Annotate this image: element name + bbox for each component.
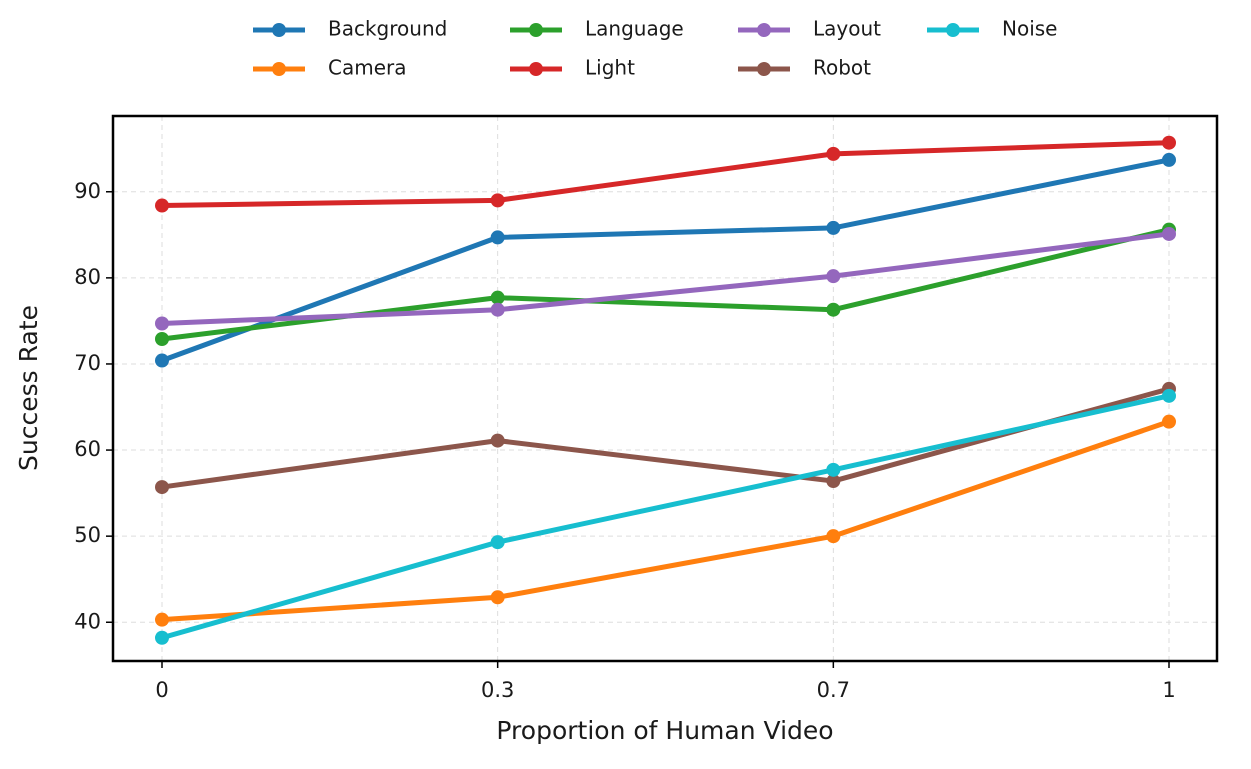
legend-text: Background <box>328 17 447 41</box>
y-axis-label: Success Rate <box>14 305 43 471</box>
series-line <box>161 140 1170 209</box>
y-tick-label: 50 <box>74 523 101 547</box>
data-point <box>155 331 169 346</box>
data-point <box>155 480 169 495</box>
legend-marker <box>272 62 286 76</box>
x-tick-label: 1 <box>1162 678 1175 702</box>
legend-marker <box>757 23 771 37</box>
y-tick-label: 70 <box>74 351 101 375</box>
y-tick-label: 80 <box>74 265 101 289</box>
data-point <box>155 198 169 213</box>
x-axis-label: Proportion of Human Video <box>496 716 833 745</box>
plot-frame <box>111 114 1219 663</box>
data-point <box>490 290 505 305</box>
data-point <box>826 302 841 317</box>
legend-marker <box>529 62 543 76</box>
series-line <box>161 157 1170 363</box>
data-point <box>1162 135 1176 150</box>
y-tick-label: 40 <box>74 609 101 633</box>
legend-marker <box>946 23 960 37</box>
legend-marker <box>757 62 771 76</box>
x-tick-label: 0.7 <box>817 678 850 702</box>
data-point <box>155 630 169 645</box>
legend-text: Light <box>585 56 635 80</box>
data-point <box>490 302 505 317</box>
y-tick-label: 60 <box>74 437 101 461</box>
x-tick-label: 0.3 <box>481 678 514 702</box>
data-point <box>1162 226 1176 241</box>
data-point <box>1162 388 1176 403</box>
legend-text: Camera <box>328 56 407 80</box>
data-point <box>826 474 841 489</box>
data-point <box>155 612 169 627</box>
data-point <box>490 230 505 245</box>
data-point <box>155 353 169 368</box>
series-line <box>161 227 1170 342</box>
series-line <box>161 393 1170 641</box>
data-point <box>826 269 841 284</box>
data-point <box>490 535 505 550</box>
data-point <box>155 316 169 331</box>
data-point <box>1162 152 1176 167</box>
x-tick-label: 0 <box>155 678 168 702</box>
data-point <box>826 462 841 477</box>
data-point <box>826 220 841 235</box>
series-line <box>161 231 1170 326</box>
legend-text: Noise <box>1002 17 1057 41</box>
legend-marker <box>272 23 286 37</box>
legend-text: Language <box>585 17 684 41</box>
data-point <box>826 529 841 544</box>
legend-text: Layout <box>813 17 881 41</box>
y-tick-label: 90 <box>74 179 101 203</box>
data-point <box>826 146 841 161</box>
data-point <box>1162 414 1176 429</box>
series-line <box>161 419 1170 623</box>
legend-marker <box>529 23 543 37</box>
legend-text: Robot <box>813 56 871 80</box>
data-point <box>490 193 505 208</box>
data-point <box>490 433 505 448</box>
data-point <box>490 590 505 605</box>
